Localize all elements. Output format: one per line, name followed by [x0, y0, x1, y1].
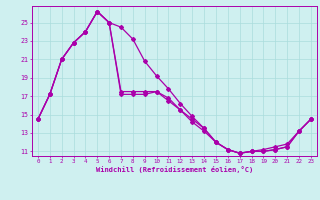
X-axis label: Windchill (Refroidissement éolien,°C): Windchill (Refroidissement éolien,°C) — [96, 166, 253, 173]
